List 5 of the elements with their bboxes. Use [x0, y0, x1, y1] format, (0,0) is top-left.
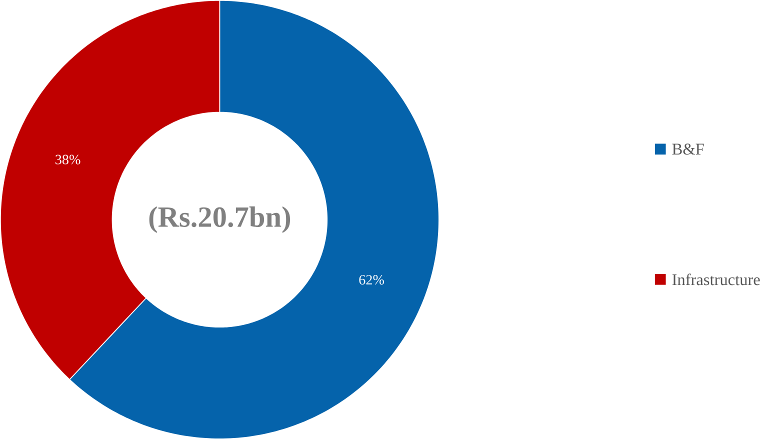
data-label: 62%	[359, 274, 384, 284]
data-label: 38%	[56, 154, 80, 164]
text: (Rs.20.7bn)	[149, 206, 290, 233]
legend-label: B&F	[672, 143, 704, 154]
legend-label: Infrastructure	[672, 273, 760, 285]
